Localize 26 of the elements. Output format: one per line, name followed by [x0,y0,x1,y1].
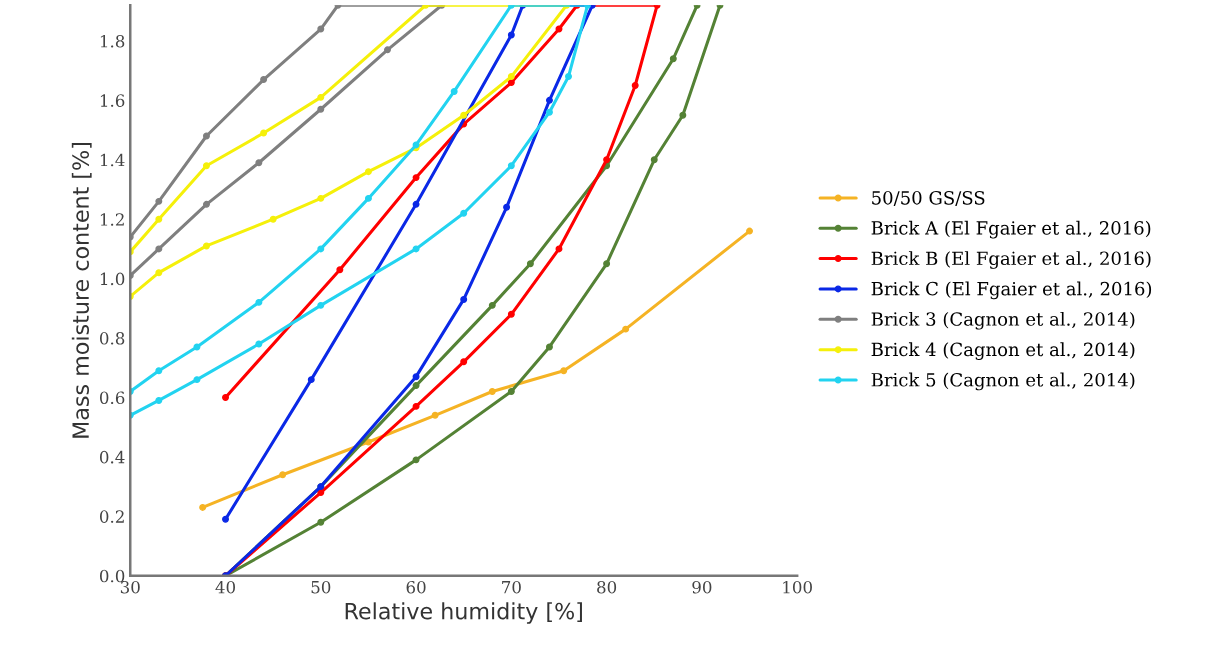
x-axis-title: Relative humidity [%] [345,602,582,624]
x-tick-label: 70 [502,580,521,594]
y-tick-label: 1.8 [100,34,125,48]
y-tick-label: 0.6 [99,391,125,405]
y-tick-label: 0.0 [99,569,125,583]
y-tick-label: 0.2 [99,510,124,523]
x-tick-label: 50 [311,580,331,594]
x-tick-label: 80 [597,580,617,594]
y-axis-title: Mass moisture content [%] [71,143,92,438]
y-tick-label: 0.4 [99,450,125,464]
legend-label: 50/50 GS/SS [872,190,985,207]
y-tick-label: 1.4 [100,153,125,167]
y-tick-label: 0.8 [99,332,125,345]
legend-label: Brick C (El Fgaier et al., 2016) [871,281,1152,300]
legend-label: Brick 4 (Cagnon et al., 2014) [871,342,1135,360]
legend-label: Brick B (El Fgaier et al., 2016) [871,251,1151,269]
x-tick-label: 60 [406,580,426,594]
legend-label: Brick 5 (Cagnon et al., 2014) [871,372,1135,391]
legend-label: Brick 3 (Cagnon et al., 2014) [871,311,1135,330]
x-tick-label: 40 [215,580,236,594]
legend-label: Brick A (El Fgaier et al., 2016) [871,220,1151,239]
y-tick-label: 1.0 [100,272,125,286]
y-tick-label: 1.6 [100,94,125,107]
y-tick-label: 1.2 [100,213,124,226]
x-tick-label: 90 [692,580,712,594]
x-tick-label: 100 [783,580,812,594]
